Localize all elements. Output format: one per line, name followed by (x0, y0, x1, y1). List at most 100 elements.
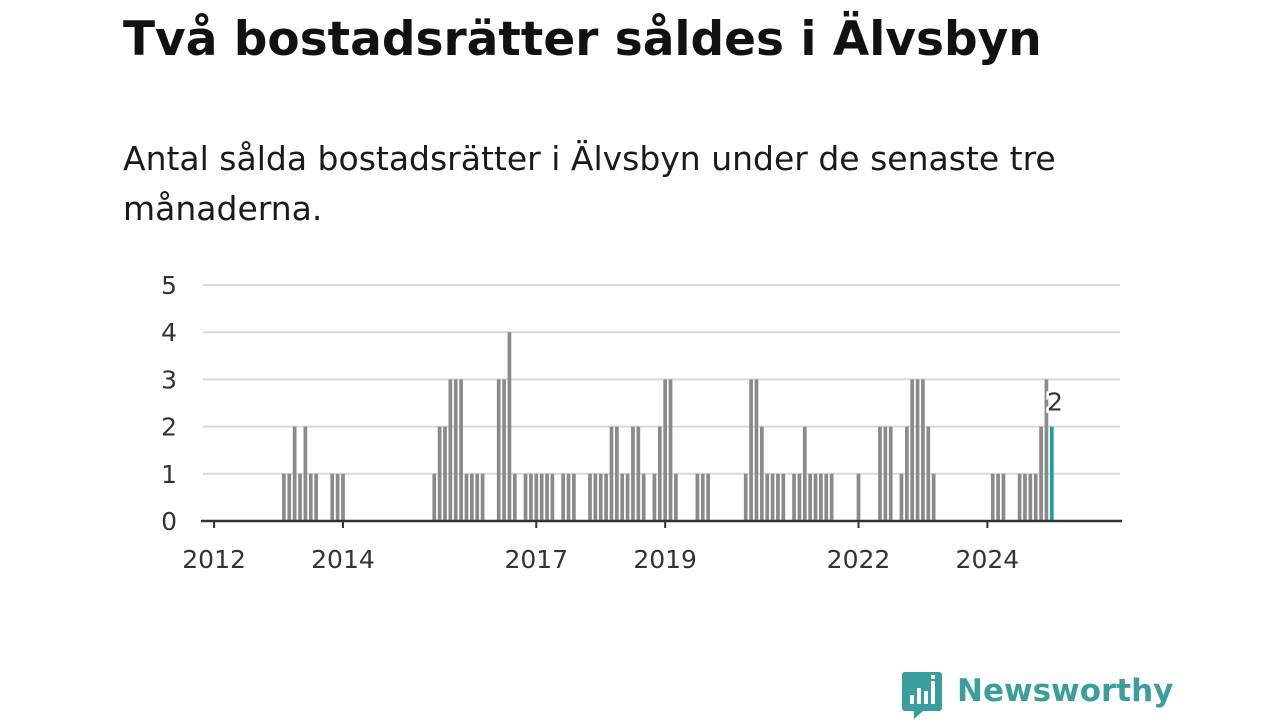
bar (475, 473, 480, 521)
bar (878, 426, 882, 521)
x-tick-label: 2024 (956, 545, 1020, 574)
bar (1039, 426, 1043, 521)
bar (631, 426, 635, 521)
highlight-value-label: 2 (1047, 388, 1063, 417)
bar (303, 426, 308, 521)
bar (674, 473, 678, 521)
bar (341, 473, 345, 521)
bar (593, 473, 598, 521)
bar (695, 473, 700, 521)
bar (904, 426, 909, 521)
bar (706, 473, 710, 521)
bar (620, 473, 625, 521)
y-tick-label: 2 (161, 413, 177, 442)
bar (330, 473, 335, 521)
x-tick-label: 2014 (311, 545, 375, 574)
bar (754, 379, 759, 521)
bar (899, 473, 904, 521)
bar (470, 473, 474, 521)
bar (459, 379, 463, 521)
bar (534, 473, 539, 521)
bar (657, 426, 662, 521)
bar (926, 426, 931, 521)
bar (776, 473, 780, 521)
bar (282, 473, 286, 521)
bar (625, 473, 630, 521)
bar (996, 473, 1000, 521)
bar (829, 473, 834, 521)
x-tick-label: 2017 (504, 545, 568, 574)
bar (464, 473, 469, 521)
bar (743, 473, 748, 521)
bar (529, 473, 533, 521)
bar (819, 473, 823, 521)
highlight-bar (1049, 426, 1054, 521)
bar (512, 473, 517, 521)
bar (700, 473, 705, 521)
bar (437, 426, 442, 521)
bar (636, 426, 641, 521)
bar (604, 473, 608, 521)
bar (824, 473, 829, 521)
brand-name: Newsworthy (957, 673, 1174, 709)
bar (545, 473, 549, 521)
bar (598, 473, 603, 521)
x-tick-label: 2012 (182, 545, 246, 574)
bar (507, 332, 512, 521)
bar (808, 473, 813, 521)
bar (792, 473, 796, 521)
bar (915, 379, 920, 521)
y-tick-label: 5 (161, 271, 177, 300)
bar (287, 473, 292, 521)
bar (609, 426, 614, 521)
bar (663, 379, 668, 521)
bar (802, 426, 807, 521)
bar (561, 473, 565, 521)
bar (668, 379, 673, 521)
bar (770, 473, 775, 521)
bar (496, 379, 501, 521)
bar (910, 379, 915, 521)
y-tick-label: 4 (161, 318, 177, 347)
bar (335, 473, 340, 521)
bar (1028, 473, 1033, 521)
newsworthy-chart-bubble-icon (902, 672, 942, 719)
bar (539, 473, 544, 521)
bar (432, 473, 437, 521)
bar (566, 473, 571, 521)
x-tick-label: 2022 (827, 545, 891, 574)
y-tick-label: 0 (161, 507, 177, 536)
bar (856, 473, 861, 521)
bar (614, 426, 619, 521)
bar (1044, 379, 1049, 521)
bar (292, 426, 297, 521)
bar (572, 473, 576, 521)
bar (749, 379, 753, 521)
bar (652, 473, 657, 521)
bar (883, 426, 888, 521)
bar (480, 473, 485, 521)
bar (888, 426, 893, 521)
bar (813, 473, 818, 521)
bar (921, 379, 925, 521)
bar (759, 426, 764, 521)
x-tick-label: 2019 (633, 545, 697, 574)
chart-title: Två bostadsrätter såldes i Älvsbyn (123, 12, 1042, 67)
bar (641, 473, 646, 521)
bar (765, 473, 770, 521)
bar (990, 473, 995, 521)
bar (453, 379, 458, 521)
bar (931, 473, 936, 521)
bar (550, 473, 555, 521)
bar (1033, 473, 1038, 521)
bar (314, 473, 318, 521)
bar (443, 426, 447, 521)
bar (797, 473, 802, 521)
newsworthy-logo: Newsworthy (901, 670, 1173, 722)
bar (1023, 473, 1027, 521)
bar (523, 473, 528, 521)
bar (1017, 473, 1022, 521)
chart-subtitle: Antal sålda bostadsrätter i Älvsbyn unde… (123, 139, 1056, 228)
bar (1001, 473, 1006, 521)
